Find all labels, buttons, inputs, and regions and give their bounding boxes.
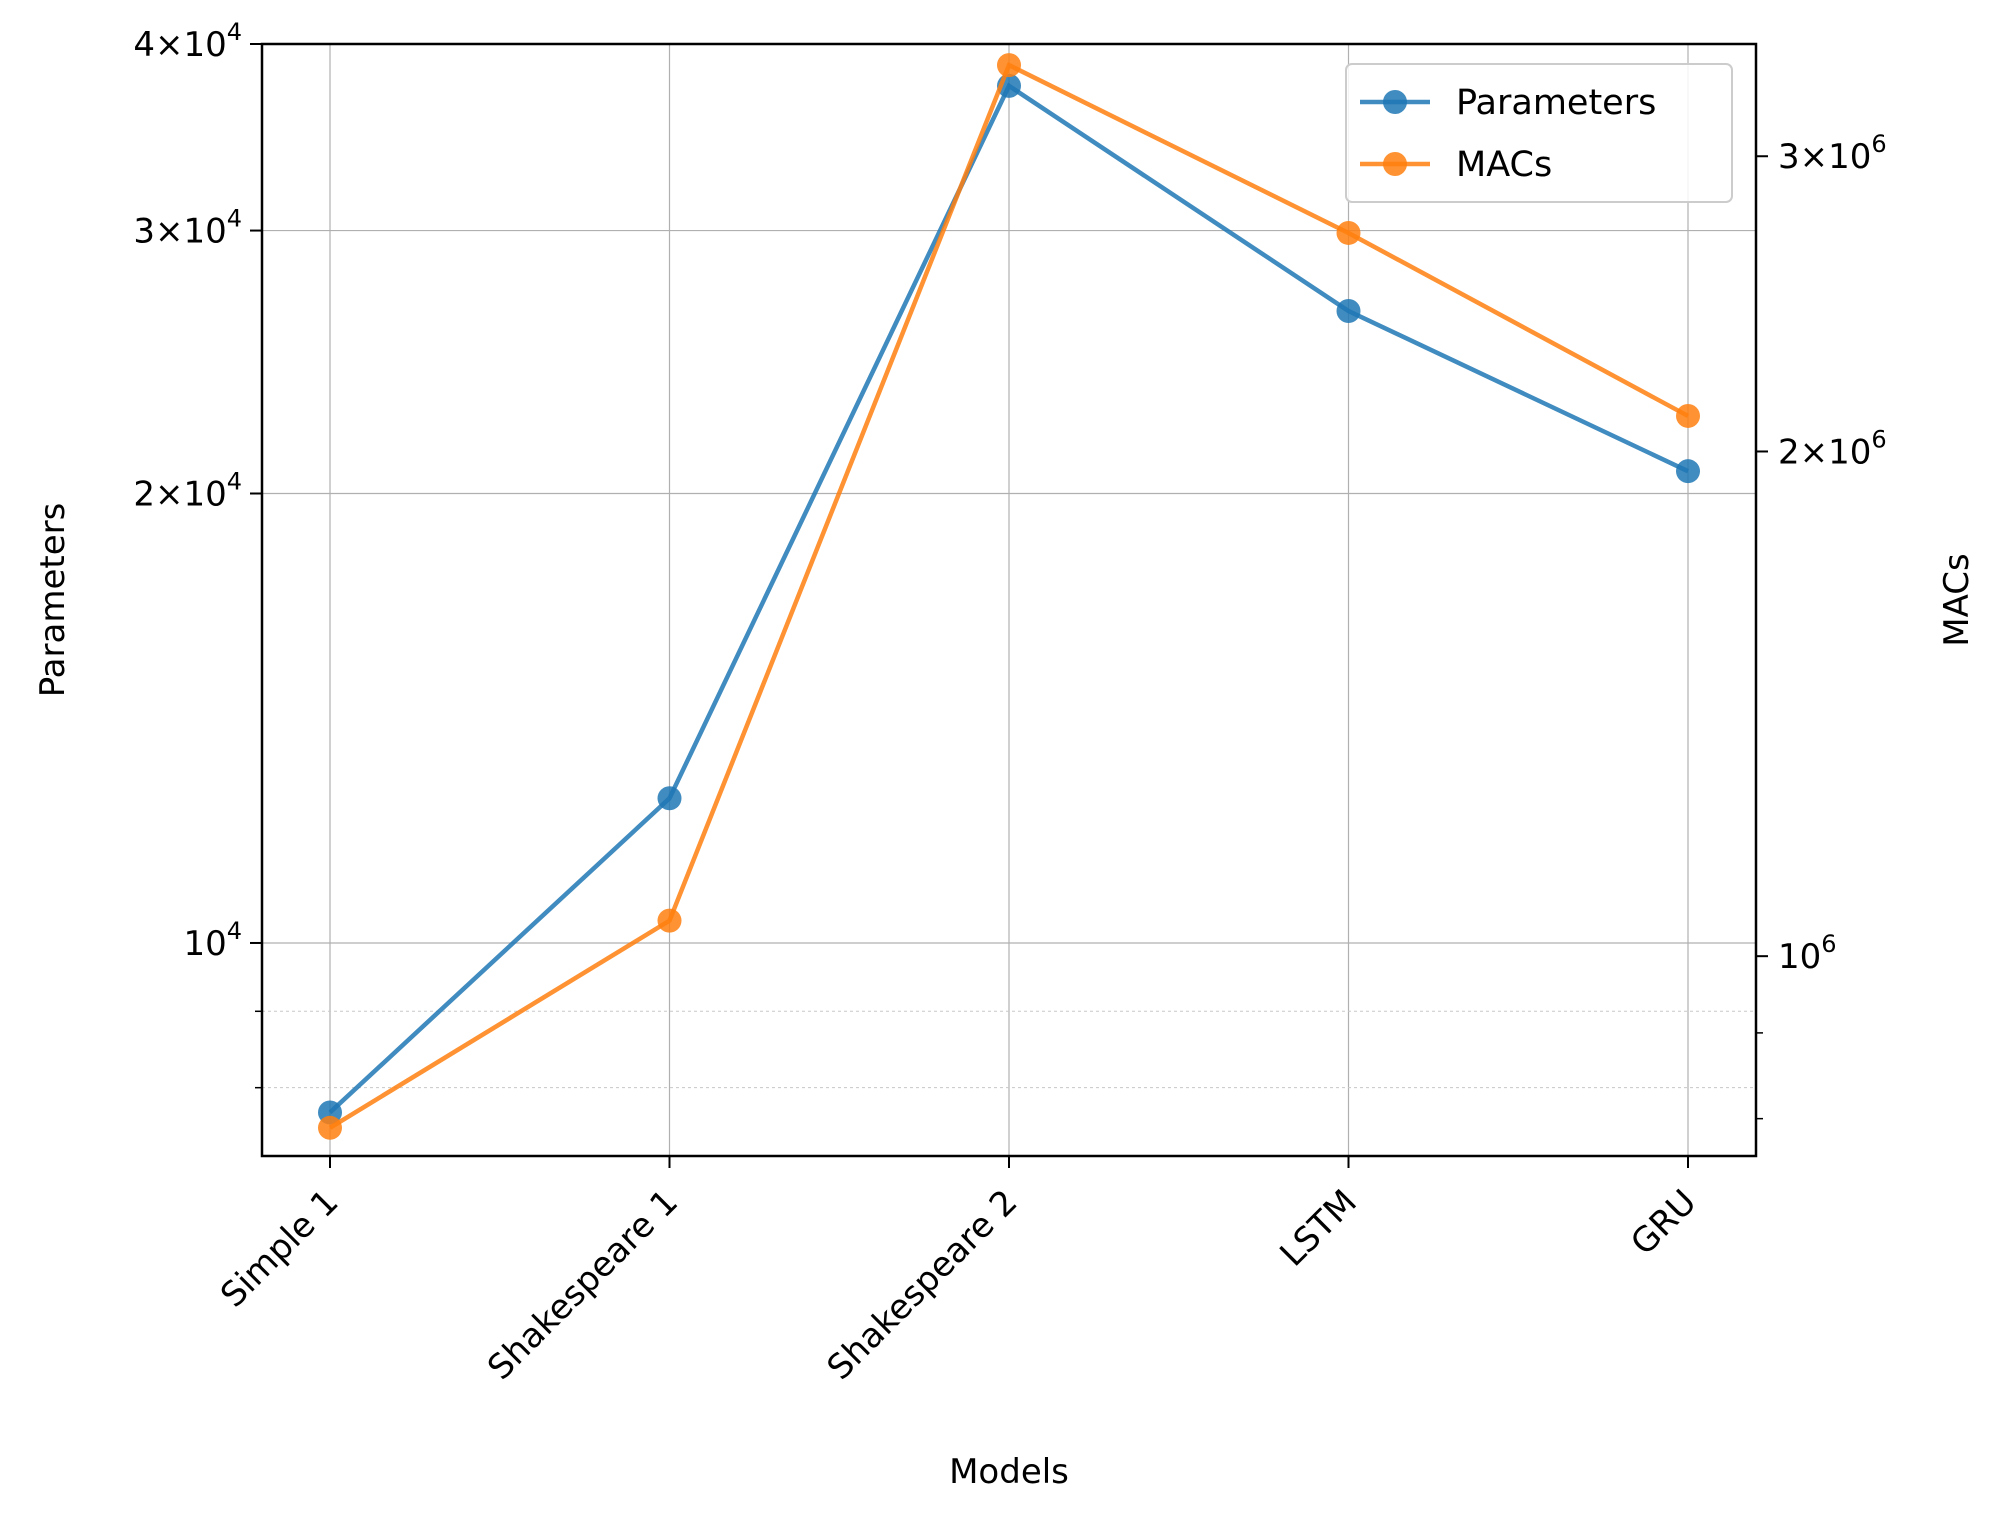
parameters-point	[1336, 298, 1361, 323]
legend-label-parameters: Parameters	[1456, 83, 1656, 123]
legend: Parameters MACs	[1345, 63, 1733, 203]
macs-point	[1336, 220, 1361, 245]
y-left-tick-label: 3×104	[133, 205, 242, 252]
y-right-axis-title: MACs	[1937, 553, 1977, 646]
macs-point	[318, 1115, 342, 1140]
y-right-tick-label: 3×106	[1778, 130, 1887, 177]
parameters-point	[1676, 459, 1700, 484]
legend-marker-macs	[1383, 152, 1407, 176]
y-left-axis-title: Parameters	[33, 503, 73, 698]
macs-point	[657, 908, 682, 933]
legend-box	[1345, 63, 1733, 203]
macs-point	[1676, 403, 1700, 428]
legend-label-macs: MACs	[1456, 145, 1552, 185]
y-left-tick-label: 104	[183, 917, 242, 964]
y-right-tick-label: 2×106	[1778, 425, 1887, 472]
y-left-tick-label: 4×104	[133, 18, 242, 65]
legend-marker-parameters	[1383, 90, 1407, 114]
y-left-tick-label: 2×104	[133, 467, 242, 514]
x-axis-title: Models	[949, 1452, 1069, 1492]
macs-point	[997, 53, 1021, 78]
y-right-tick-label: 106	[1778, 930, 1837, 977]
parameters-point	[657, 786, 682, 811]
series	[318, 53, 1700, 1140]
